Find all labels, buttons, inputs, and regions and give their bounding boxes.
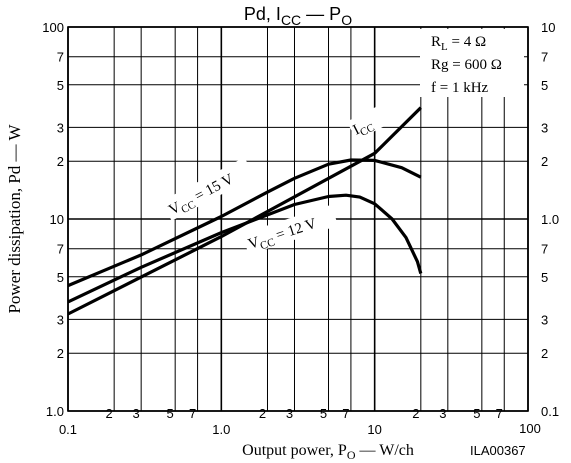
y-tick-label-left: 2 xyxy=(57,154,64,169)
y-tick-label-left: 100 xyxy=(42,20,64,35)
y-tick-label-right: 0.1 xyxy=(541,404,559,419)
x-tick-label: 2 xyxy=(259,406,266,421)
y-tick-label-right: 10 xyxy=(541,20,555,35)
x-tick-label: 2 xyxy=(412,406,419,421)
y-tick-label-right: 2 xyxy=(541,346,548,361)
conditions-box xyxy=(420,29,524,97)
y-tick-label-left: 10 xyxy=(50,212,64,227)
y-tick-label-right: 5 xyxy=(541,78,548,93)
condition-f: f = 1 kHz xyxy=(431,80,489,96)
series-label-icc: ICC xyxy=(346,106,387,141)
x-tick-label: 7 xyxy=(189,406,196,421)
svg-text:ICC: ICC xyxy=(351,115,377,141)
y-tick-label-left: 2 xyxy=(57,346,64,361)
y-tick-label-left: 1.0 xyxy=(46,404,64,419)
y-tick-label-left: 5 xyxy=(57,270,64,285)
x-tick-label: 3 xyxy=(286,406,293,421)
y-tick-label-right: 3 xyxy=(541,120,548,135)
y-tick-label-left: 3 xyxy=(57,120,64,135)
x-tick-label: 5 xyxy=(320,406,327,421)
x-tick-label: 0.1 xyxy=(59,422,77,437)
x-tick-label: 5 xyxy=(167,406,174,421)
x-tick-label: 7 xyxy=(342,406,349,421)
chart-title: Pd, ICC — PO xyxy=(244,4,352,28)
series-line-vcc12 xyxy=(67,193,423,304)
y-tick-label-right: 7 xyxy=(541,50,548,65)
x-tick-label: 5 xyxy=(473,406,480,421)
y-tick-labels-right: 0.1 2 3 5 7 1.0 2 3 5 7 10 xyxy=(541,20,559,419)
y-tick-label-left: 3 xyxy=(57,312,64,327)
y-tick-label-right: 1.0 xyxy=(541,212,559,227)
y-tick-label-left: 5 xyxy=(57,78,64,93)
x-axis-label: Output power, PO — W/ch xyxy=(242,442,414,462)
x-tick-label: 3 xyxy=(439,406,446,421)
y-tick-label-left: 7 xyxy=(57,242,64,257)
condition-rl: RL = 4 Ω xyxy=(431,34,486,53)
y-tick-label-left: 7 xyxy=(57,50,64,65)
y-axis-label: Power dissipation, Pd — W xyxy=(5,124,24,314)
x-tick-label: 2 xyxy=(106,406,113,421)
figure-id: ILA00367 xyxy=(470,443,526,458)
series-line-vcc15 xyxy=(67,158,422,288)
y-tick-label-right: 5 xyxy=(541,270,548,285)
y-tick-labels-left: 1.0 2 3 5 7 10 2 3 5 7 100 xyxy=(42,20,64,419)
x-tick-label: 1.0 xyxy=(212,422,230,437)
x-tick-label: 7 xyxy=(496,406,503,421)
plot-frame xyxy=(67,26,529,412)
y-tick-label-right: 3 xyxy=(541,312,548,327)
x-tick-label: 100 xyxy=(519,421,541,436)
series-lines xyxy=(67,106,423,316)
y-tick-label-right: 7 xyxy=(541,242,548,257)
condition-rg: Rg = 600 Ω xyxy=(431,57,502,73)
y-tick-label-right: 2 xyxy=(541,154,548,169)
x-tick-label: 3 xyxy=(133,406,140,421)
series-line-icc xyxy=(67,106,422,316)
x-tick-label: 10 xyxy=(367,422,381,437)
